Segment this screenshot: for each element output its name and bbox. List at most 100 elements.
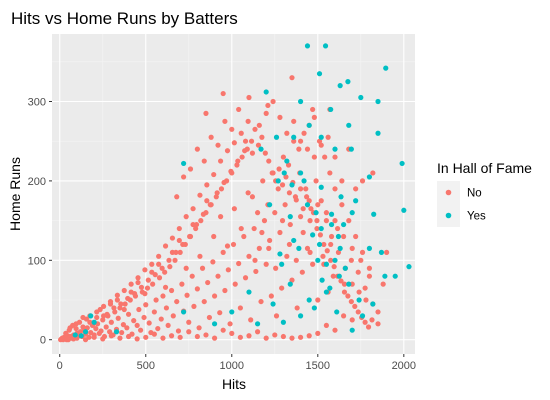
data-point: [306, 333, 312, 339]
data-point: [341, 233, 347, 240]
data-point: [63, 330, 69, 336]
data-point: [353, 186, 359, 192]
data-point: [186, 329, 192, 335]
data-point: [256, 245, 262, 251]
data-point: [334, 309, 340, 315]
data-point: [78, 333, 84, 339]
data-point: [267, 202, 273, 208]
data-point: [263, 89, 269, 95]
data-point: [345, 79, 351, 85]
data-point: [284, 158, 290, 164]
data-point: [230, 241, 237, 248]
data-point: [323, 261, 329, 267]
data-point: [174, 298, 180, 305]
data-point: [128, 281, 134, 287]
data-point: [98, 328, 104, 334]
data-point: [279, 218, 286, 224]
data-point: [315, 257, 321, 263]
x-tick-label: 1000: [220, 360, 244, 372]
data-point: [315, 297, 321, 303]
data-point: [337, 245, 343, 251]
data-point: [342, 265, 348, 271]
data-point: [249, 150, 256, 156]
data-point: [220, 249, 226, 255]
data-point: [229, 309, 235, 315]
data-point: [318, 142, 324, 148]
data-point: [246, 253, 252, 259]
data-point: [296, 146, 302, 152]
data-point: [406, 264, 412, 270]
data-point: [311, 305, 317, 311]
data-point: [205, 279, 211, 286]
data-point: [322, 43, 329, 49]
data-point: [330, 273, 336, 279]
data-point: [275, 186, 281, 192]
data-point: [167, 264, 173, 270]
data-point: [332, 186, 338, 192]
data-point: [348, 298, 354, 305]
data-point: [366, 174, 373, 180]
x-tick-label: 1500: [306, 360, 330, 372]
data-point: [259, 134, 265, 140]
data-point: [66, 327, 72, 333]
data-point: [296, 245, 302, 251]
data-point: [254, 329, 261, 335]
data-point: [231, 140, 237, 146]
data-point: [310, 261, 316, 267]
data-point: [284, 253, 290, 259]
data-point: [245, 118, 251, 124]
data-point: [270, 98, 276, 105]
axes: 0 500 1000 1500 2000 0 100 200 300: [28, 96, 416, 372]
data-point: [108, 333, 114, 339]
data-point: [114, 292, 120, 298]
data-point: [245, 190, 251, 196]
data-point: [375, 309, 381, 315]
data-point: [213, 194, 219, 200]
data-point: [144, 285, 151, 291]
data-point: [73, 325, 79, 332]
data-point: [314, 218, 320, 224]
data-point: [252, 257, 258, 263]
data-point: [217, 310, 223, 316]
data-point: [352, 303, 358, 309]
data-point: [238, 225, 244, 232]
data-point: [265, 102, 271, 109]
data-point: [163, 305, 170, 311]
data-point: [119, 329, 125, 336]
data-point: [289, 75, 295, 81]
data-point: [115, 315, 121, 321]
data-point: [145, 277, 151, 283]
data-point: [339, 178, 345, 184]
data-point: [363, 297, 369, 303]
data-point: [259, 229, 265, 236]
data-point: [349, 327, 355, 333]
data-point: [107, 329, 113, 335]
data-point: [370, 170, 376, 176]
data-point: [211, 335, 218, 341]
data-point: [187, 233, 193, 240]
data-point: [70, 322, 76, 329]
data-point: [310, 106, 316, 113]
data-point: [204, 198, 210, 204]
data-point: [156, 253, 162, 259]
data-point: [328, 257, 334, 263]
data-point: [286, 190, 293, 196]
data-point: [117, 305, 123, 311]
data-point: [83, 316, 90, 322]
data-point: [341, 289, 348, 295]
data-point: [118, 301, 124, 307]
data-point: [231, 206, 237, 212]
data-point: [228, 168, 234, 174]
data-point: [263, 335, 269, 341]
data-point: [242, 138, 249, 144]
data-point: [362, 319, 368, 325]
data-point: [125, 311, 132, 317]
data-point: [227, 321, 233, 327]
data-point: [204, 182, 210, 188]
data-point: [324, 248, 330, 254]
data-point: [138, 284, 145, 290]
data-point: [239, 154, 245, 160]
data-point: [300, 229, 306, 236]
data-point: [199, 265, 206, 271]
data-point: [328, 241, 334, 248]
